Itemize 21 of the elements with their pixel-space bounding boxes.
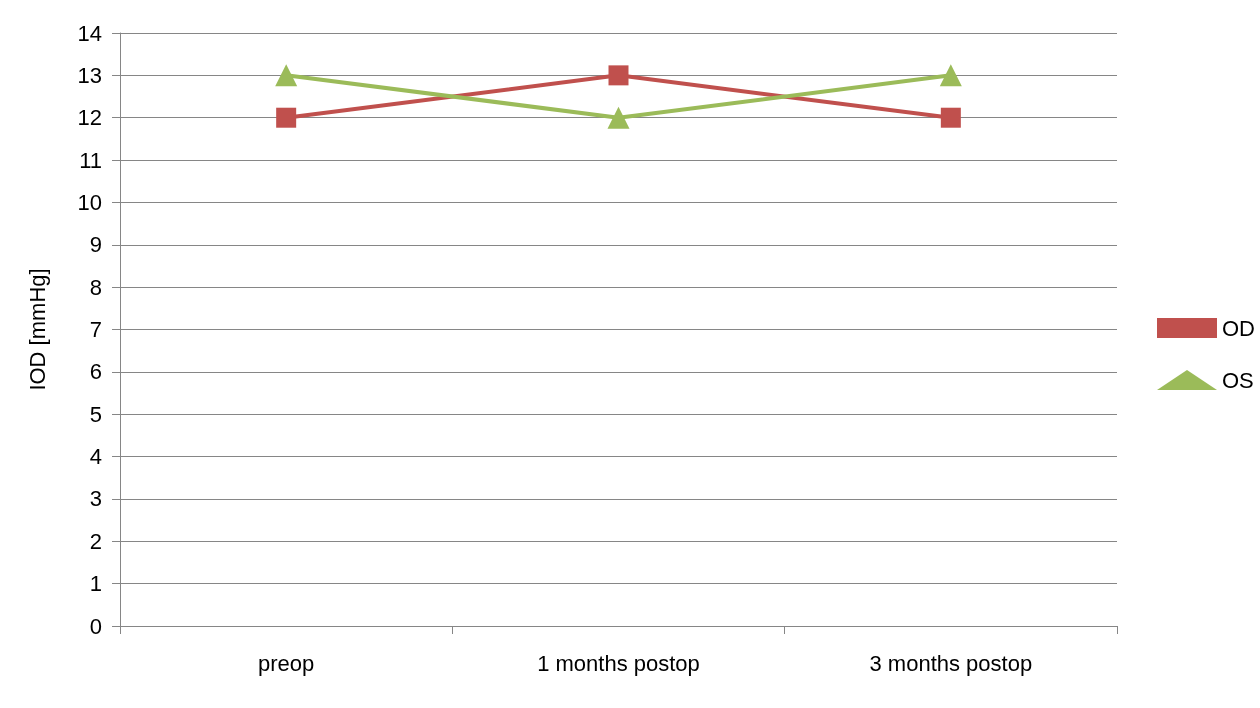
legend-label: OD	[1222, 315, 1255, 341]
y-tick-label: 8	[89, 274, 102, 300]
x-tick-label: preop	[258, 650, 315, 676]
y-tick-label: 11	[79, 147, 102, 173]
y-tick-label: 13	[77, 62, 102, 88]
y-tick-label: 0	[89, 613, 102, 639]
y-tick-label: 10	[77, 189, 102, 215]
legend-label: OS	[1222, 367, 1254, 393]
y-tick-label: 7	[89, 317, 102, 342]
y-tick-label: 14	[77, 20, 102, 46]
y-tick-label: 5	[89, 401, 102, 427]
y-tick-label: 12	[77, 105, 102, 131]
y-tick-label: 9	[89, 232, 102, 258]
y-tick-label: 4	[89, 444, 102, 470]
y-tick-label: 1	[89, 571, 102, 597]
y-axis-title: IOD [mmHg]	[24, 268, 50, 391]
x-tick-label: 1 months postop	[537, 650, 700, 676]
y-tick-label: 3	[89, 486, 102, 512]
y-tick-label: 6	[89, 359, 102, 385]
x-tick-label: 3 months postop	[869, 650, 1033, 676]
y-tick-label: 2	[89, 528, 102, 554]
